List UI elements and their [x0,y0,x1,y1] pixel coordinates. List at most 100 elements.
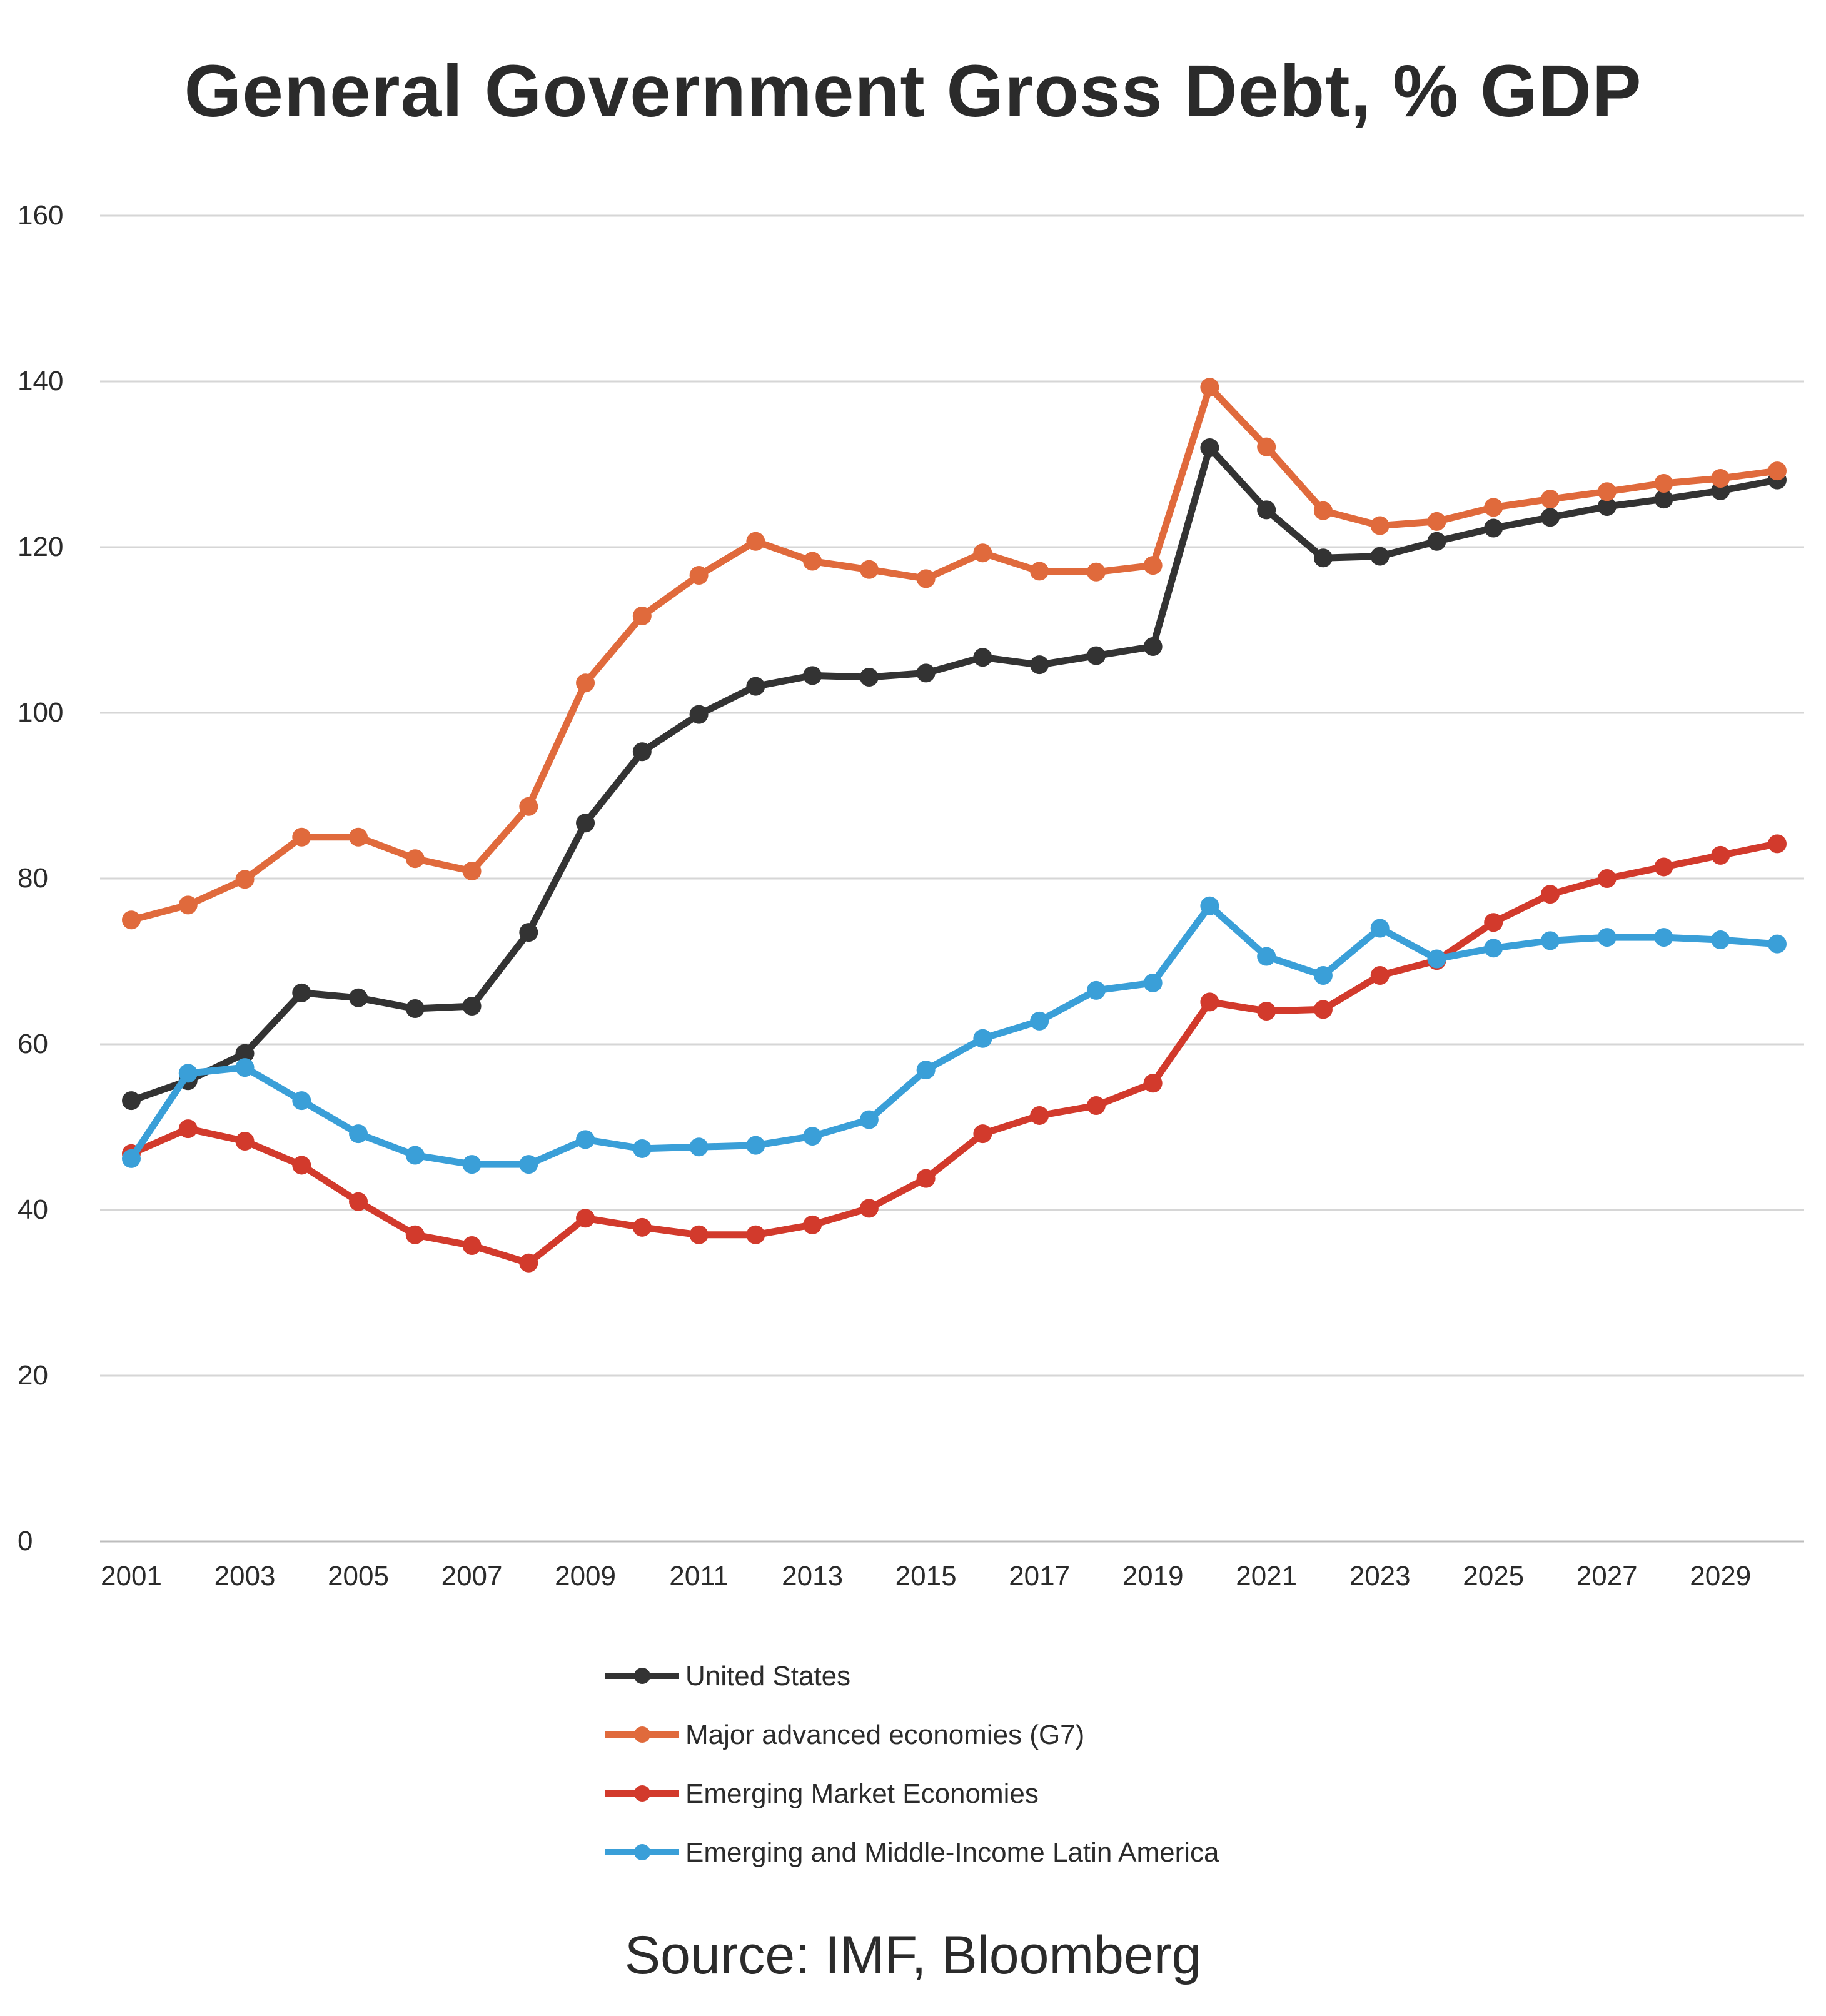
data-point [1030,1011,1049,1031]
data-point [1257,437,1276,456]
data-point [1768,834,1787,854]
data-point [1597,482,1617,501]
legend: United States Major advanced economies (G… [605,1661,1219,1868]
data-point [122,1091,141,1111]
data-point [405,1146,425,1165]
data-point [1654,490,1673,509]
x-tick-label: 2009 [555,1561,616,1591]
data-point [1143,973,1163,992]
data-point [462,1155,482,1174]
data-point [632,742,652,762]
legend-label: Emerging and Middle-Income Latin America [685,1837,1219,1868]
data-point [1597,869,1617,888]
data-point [1086,980,1106,1000]
data-point [746,1136,765,1155]
data-point [1711,845,1730,865]
data-point [1086,646,1106,665]
data-point [803,552,822,571]
data-point [689,1137,709,1157]
data-point [462,862,482,881]
data-point [1313,966,1333,985]
data-point [519,1253,538,1273]
data-point [1654,857,1673,877]
x-tick-label: 2021 [1236,1561,1297,1591]
data-point [916,1169,936,1188]
x-axis-tick-labels: 2001 2003 2005 2007 2009 2011 2013 2015 2017 2019… [101,1561,1751,1591]
series-4 [122,896,1787,1174]
x-tick-label: 2007 [441,1561,503,1591]
data-point [1484,498,1503,517]
y-tick-label: 80 [18,863,48,894]
data-point [746,532,765,551]
data-point [1768,934,1787,954]
data-point [803,1215,822,1234]
y-tick-label: 160 [18,200,63,231]
data-point [916,1061,936,1080]
legend-item: Emerging Market Economies [605,1778,1039,1809]
data-point [1030,562,1049,581]
x-tick-label: 2019 [1122,1561,1184,1591]
data-point [1143,556,1163,575]
data-point [349,1192,368,1211]
y-tick-label: 40 [18,1194,48,1225]
data-point [1540,490,1560,509]
y-tick-label: 20 [18,1360,48,1391]
data-point [1711,469,1730,488]
data-point [689,705,709,724]
data-point [1654,473,1673,493]
data-point [1484,913,1503,932]
legend-swatch-marker [634,1668,650,1684]
data-point [973,543,992,563]
data-point [576,1130,595,1149]
legend-swatch-marker [634,1844,650,1860]
x-tick-label: 2011 [669,1561,729,1591]
data-point [973,648,992,667]
data-point [689,566,709,585]
x-tick-label: 2029 [1690,1561,1751,1591]
data-point [519,923,538,942]
data-point [1200,438,1219,457]
legend-item: Major advanced economies (G7) [605,1720,1084,1750]
data-point [632,1139,652,1158]
legend-item: Emerging and Middle-Income Latin America [605,1837,1219,1868]
data-point [292,827,311,847]
data-point [1200,992,1219,1012]
data-point [632,606,652,625]
data-point [349,827,368,847]
data-point [859,560,879,579]
x-tick-label: 2015 [895,1561,957,1591]
data-point [235,870,255,889]
data-point [746,677,765,696]
data-point [1200,378,1219,397]
data-point [1427,532,1446,551]
data-point [1427,512,1446,531]
x-tick-label: 2027 [1576,1561,1638,1591]
data-point [1030,655,1049,675]
data-point [178,1119,198,1139]
data-point [576,1209,595,1228]
series-line [128,383,1781,924]
data-point [689,1225,709,1244]
data-point [859,1199,879,1218]
data-point [292,983,311,1002]
data-point [122,1149,141,1168]
y-tick-label: 120 [18,532,63,562]
data-point [1597,497,1617,517]
series-lines [122,378,1787,1273]
data-point [1484,518,1503,538]
x-tick-label: 2025 [1463,1561,1524,1591]
legend-label: United States [685,1661,850,1691]
data-point [1597,928,1617,947]
data-point [1086,1096,1106,1116]
data-point [1484,939,1503,958]
data-point [1370,966,1390,985]
y-tick-label: 60 [18,1029,48,1059]
legend-item: United States [605,1661,850,1691]
data-point [122,910,141,930]
series-line [128,444,1781,1104]
series-line [128,902,1781,1168]
chart-title: General Government Gross Debt, % GDP [184,50,1642,133]
data-point [178,1064,198,1083]
series-line [128,840,1781,1267]
